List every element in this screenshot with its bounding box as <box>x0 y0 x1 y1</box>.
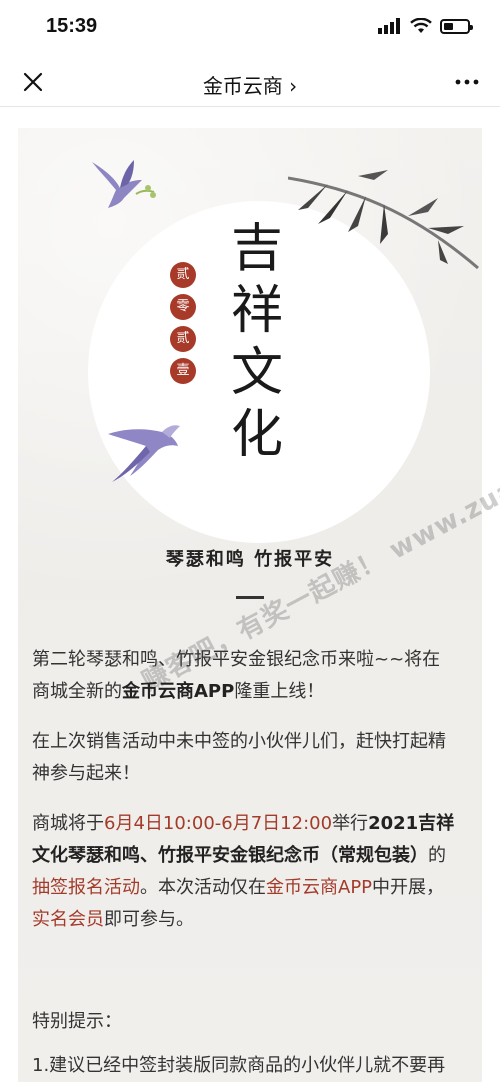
hero-title-char: 祥 <box>230 281 283 341</box>
seal-char: 零 <box>170 294 196 320</box>
text-line: 实名会员即可参与。 <box>32 904 472 936</box>
paragraph: 第二轮琴瑟和鸣、竹报平安金银纪念币来啦~~将在 商城全新的金币云商APP隆重上线… <box>32 644 472 708</box>
text-span: 中开展， <box>372 877 445 898</box>
text-strong: 2021吉祥 <box>368 813 455 834</box>
text-line: 抽签报名活动。本次活动仅在金币云商APP中开展， <box>32 872 472 904</box>
text-line: 商城将于6月4日10:00-6月7日12:00举行2021吉祥 <box>32 808 472 840</box>
status-time: 15:39 <box>46 15 98 37</box>
app-link[interactable]: 金币云商APP <box>266 877 373 898</box>
paragraph: 商城将于6月4日10:00-6月7日12:00举行2021吉祥 文化琴瑟和鸣、竹… <box>32 808 472 936</box>
nav-bar: 金币云商 › <box>0 58 500 107</box>
text-line: 神参与起来！ <box>32 763 140 784</box>
status-bar: 15:39 <box>0 0 500 58</box>
text-span: 商城全新的 <box>32 681 122 702</box>
seal-char: 贰 <box>170 326 196 352</box>
notice-title: 特别提示： <box>32 1011 122 1032</box>
battery-icon <box>440 18 473 34</box>
more-icon[interactable] <box>452 70 482 94</box>
seal-char: 壹 <box>170 358 196 384</box>
bamboo-icon <box>288 170 479 270</box>
text-span: 即可参与。 <box>104 909 194 930</box>
paragraph: 在上次销售活动中未中签的小伙伴儿们，赶快打起精 神参与起来！ <box>32 726 472 790</box>
lottery-link[interactable]: 抽签报名活动 <box>32 877 140 898</box>
signal-icon <box>378 18 400 34</box>
seal-column: 贰 零 贰 壹 <box>170 262 198 390</box>
text-strong: 文化琴瑟和鸣、竹报平安金银纪念币（常规包装） <box>32 845 428 866</box>
notice-item: 1.建议已经中签封装版同款商品的小伙伴儿就不要再 <box>32 1055 446 1076</box>
wifi-icon <box>410 18 432 33</box>
text-line: 文化琴瑟和鸣、竹报平安金银纪念币（常规包装）的 <box>32 840 472 872</box>
text-span: 商城将于 <box>32 813 104 834</box>
swallow-icon <box>108 425 180 482</box>
seal-char: 贰 <box>170 262 196 288</box>
text-span: 。本次活动仅在 <box>140 877 266 898</box>
text-line: 第二轮琴瑟和鸣、竹报平安金银纪念币来啦~~将在 <box>32 649 441 670</box>
hero-subtitle: 琴瑟和鸣 竹报平安 <box>165 549 335 570</box>
hero-title-char: 化 <box>230 405 283 465</box>
hero-title-char: 文 <box>230 343 283 403</box>
article-panel: 贰 零 贰 壹 吉 祥 文 化 <box>18 128 482 1082</box>
text-span: 的 <box>428 845 446 866</box>
hero-title-char: 吉 <box>230 219 283 279</box>
hero-circle <box>88 201 430 543</box>
status-icons <box>378 18 473 34</box>
hero-title: 吉 祥 文 化 <box>230 218 284 466</box>
app-name: 金币云商APP <box>122 681 235 702</box>
swallow-icon <box>92 160 156 208</box>
text-span: 隆重上线！ <box>234 681 325 702</box>
text-span: 举行 <box>332 813 369 834</box>
text-line: 在上次销售活动中未中签的小伙伴儿们，赶快打起精 <box>32 731 446 752</box>
close-icon[interactable] <box>20 69 46 95</box>
member-link[interactable]: 实名会员 <box>32 909 104 930</box>
event-date: 6月4日10:00-6月7日12:00 <box>104 813 333 834</box>
divider <box>236 596 264 599</box>
nav-title[interactable]: 金币云商 › <box>202 74 298 98</box>
text-line: 商城全新的金币云商APP隆重上线！ <box>32 676 472 708</box>
